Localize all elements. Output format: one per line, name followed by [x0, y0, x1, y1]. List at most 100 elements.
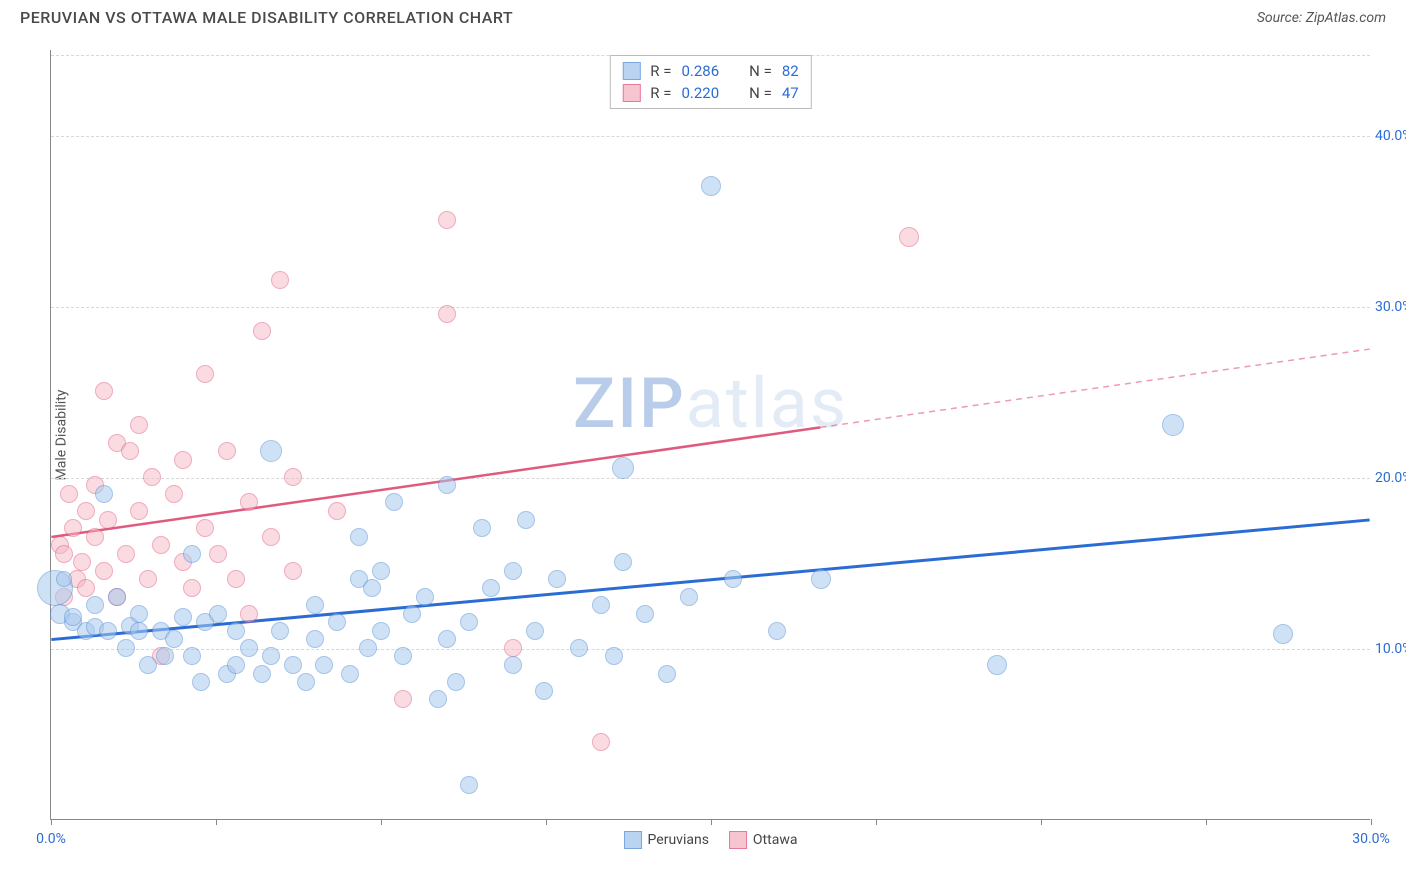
scatter-point-ottawa [174, 451, 192, 469]
scatter-point-peruvians [341, 665, 359, 683]
scatter-point-ottawa [77, 579, 95, 597]
scatter-point-peruvians [403, 605, 421, 623]
scatter-point-ottawa [99, 511, 117, 529]
scatter-point-ottawa [121, 442, 139, 460]
scatter-point-peruvians [174, 608, 192, 626]
x-tick [1041, 819, 1042, 825]
scatter-point-peruvians [548, 570, 566, 588]
scatter-point-peruvians [447, 673, 465, 691]
correlation-stats-box: R = 0.286 N = 82 R = 0.220 N = 47 [609, 55, 811, 109]
scatter-point-peruvians [438, 630, 456, 648]
scatter-point-peruvians [987, 655, 1007, 675]
scatter-point-ottawa [86, 528, 104, 546]
scatter-point-ottawa [209, 545, 227, 563]
x-tick [1206, 819, 1207, 825]
scatter-point-peruvians [227, 622, 245, 640]
scatter-point-peruvians [227, 656, 245, 674]
n-value: 47 [782, 84, 799, 102]
scatter-point-peruvians [328, 613, 346, 631]
gridline [51, 478, 1370, 479]
swatch-ottawa-icon [622, 84, 640, 102]
scatter-point-peruvians [1162, 414, 1184, 436]
scatter-point-peruvians [192, 673, 210, 691]
scatter-point-peruvians [438, 476, 456, 494]
scatter-point-peruvians [460, 613, 478, 631]
scatter-point-ottawa [253, 322, 271, 340]
scatter-point-ottawa [152, 536, 170, 554]
y-tick-label: 30.0% [1375, 299, 1406, 315]
x-tick [51, 819, 52, 825]
scatter-point-peruvians [473, 519, 491, 537]
scatter-point-peruvians [429, 690, 447, 708]
scatter-point-peruvians [460, 776, 478, 794]
scatter-point-peruvians [260, 440, 282, 462]
scatter-point-ottawa [438, 211, 456, 229]
scatter-point-peruvians [183, 545, 201, 563]
scatter-point-peruvians [209, 605, 227, 623]
scatter-point-peruvians [240, 639, 258, 657]
scatter-point-peruvians [130, 622, 148, 640]
x-tick [381, 819, 382, 825]
scatter-point-peruvians [394, 647, 412, 665]
scatter-point-peruvians [372, 622, 390, 640]
source-attribution: Source: ZipAtlas.com [1257, 10, 1386, 26]
scatter-point-peruvians [108, 588, 126, 606]
swatch-ottawa-icon [729, 831, 747, 849]
scatter-point-peruvians [811, 569, 831, 589]
scatter-point-peruvians [271, 622, 289, 640]
x-tick [711, 819, 712, 825]
legend-label: Peruvians [648, 832, 709, 848]
scatter-point-ottawa [196, 365, 214, 383]
scatter-point-peruvians [139, 656, 157, 674]
scatter-point-peruvians [156, 647, 174, 665]
scatter-point-peruvians [1273, 624, 1293, 644]
scatter-point-peruvians [385, 493, 403, 511]
scatter-point-peruvians [297, 673, 315, 691]
watermark: ZIPatlas [573, 363, 848, 445]
scatter-point-peruvians [517, 511, 535, 529]
watermark-light: atlas [686, 363, 848, 445]
scatter-point-ottawa [55, 545, 73, 563]
scatter-point-ottawa [117, 545, 135, 563]
legend-label: Ottawa [753, 832, 798, 848]
r-value: 0.220 [681, 84, 719, 102]
x-tick [216, 819, 217, 825]
n-label: N = [749, 84, 772, 102]
x-tick-label: 0.0% [36, 831, 66, 847]
n-label: N = [749, 62, 772, 80]
scatter-point-ottawa [240, 493, 258, 511]
scatter-point-peruvians [130, 605, 148, 623]
scatter-point-peruvians [724, 570, 742, 588]
stats-row-series2: R = 0.220 N = 47 [622, 82, 798, 104]
scatter-point-peruvians [306, 596, 324, 614]
scatter-point-ottawa [139, 570, 157, 588]
scatter-point-ottawa [218, 442, 236, 460]
scatter-point-peruvians [95, 485, 113, 503]
scatter-point-ottawa [262, 528, 280, 546]
y-axis-label: Male Disability [53, 389, 69, 480]
scatter-point-peruvians [612, 457, 634, 479]
scatter-point-ottawa [196, 519, 214, 537]
r-label: R = [650, 62, 671, 80]
y-tick-label: 20.0% [1375, 470, 1406, 486]
n-value: 82 [782, 62, 799, 80]
scatter-point-ottawa [240, 605, 258, 623]
gridline [51, 307, 1370, 308]
chart-title: PERUVIAN VS OTTAWA MALE DISABILITY CORRE… [20, 8, 513, 27]
y-tick-label: 40.0% [1375, 128, 1406, 144]
scatter-point-ottawa [504, 639, 522, 657]
scatter-point-peruvians [183, 647, 201, 665]
scatter-point-ottawa [130, 416, 148, 434]
scatter-point-peruvians [701, 176, 721, 196]
scatter-point-ottawa [284, 562, 302, 580]
scatter-point-peruvians [605, 647, 623, 665]
scatter-point-ottawa [60, 485, 78, 503]
legend-item-peruvians: Peruvians [624, 831, 709, 849]
scatter-point-peruvians [56, 571, 72, 587]
watermark-strong: ZIP [573, 363, 686, 445]
scatter-point-ottawa [165, 485, 183, 503]
x-tick [1371, 819, 1372, 825]
legend: Peruvians Ottawa [624, 831, 798, 849]
scatter-point-peruvians [284, 656, 302, 674]
scatter-point-ottawa [271, 271, 289, 289]
